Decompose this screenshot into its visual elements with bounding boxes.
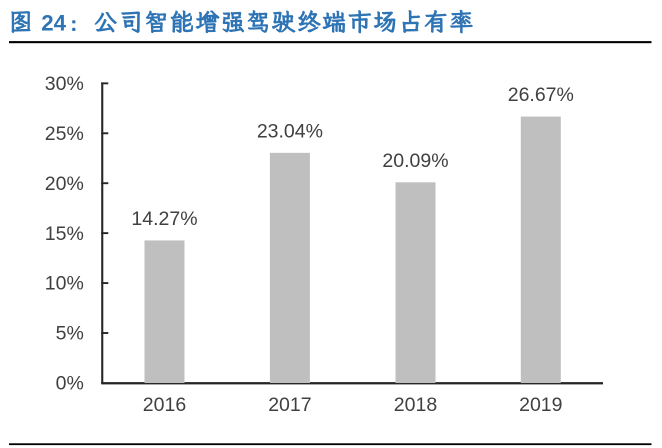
svg-text:20%: 20%	[45, 173, 84, 195]
svg-text:2019: 2019	[519, 394, 562, 416]
svg-text:23.04%: 23.04%	[257, 120, 323, 142]
svg-text:10%: 10%	[45, 273, 84, 295]
svg-text:24: 24	[41, 11, 66, 36]
svg-text:2018: 2018	[394, 394, 437, 416]
svg-text:30%: 30%	[45, 73, 84, 95]
svg-text:26.67%: 26.67%	[508, 84, 574, 106]
svg-text:15%: 15%	[45, 223, 84, 245]
svg-text:2016: 2016	[143, 394, 186, 416]
svg-text:0%: 0%	[56, 373, 84, 395]
svg-text:14.27%: 14.27%	[131, 208, 197, 230]
svg-text:2017: 2017	[268, 394, 311, 416]
svg-text:5%: 5%	[56, 323, 84, 345]
svg-text:20.09%: 20.09%	[382, 150, 448, 172]
svg-text:25%: 25%	[45, 123, 84, 145]
